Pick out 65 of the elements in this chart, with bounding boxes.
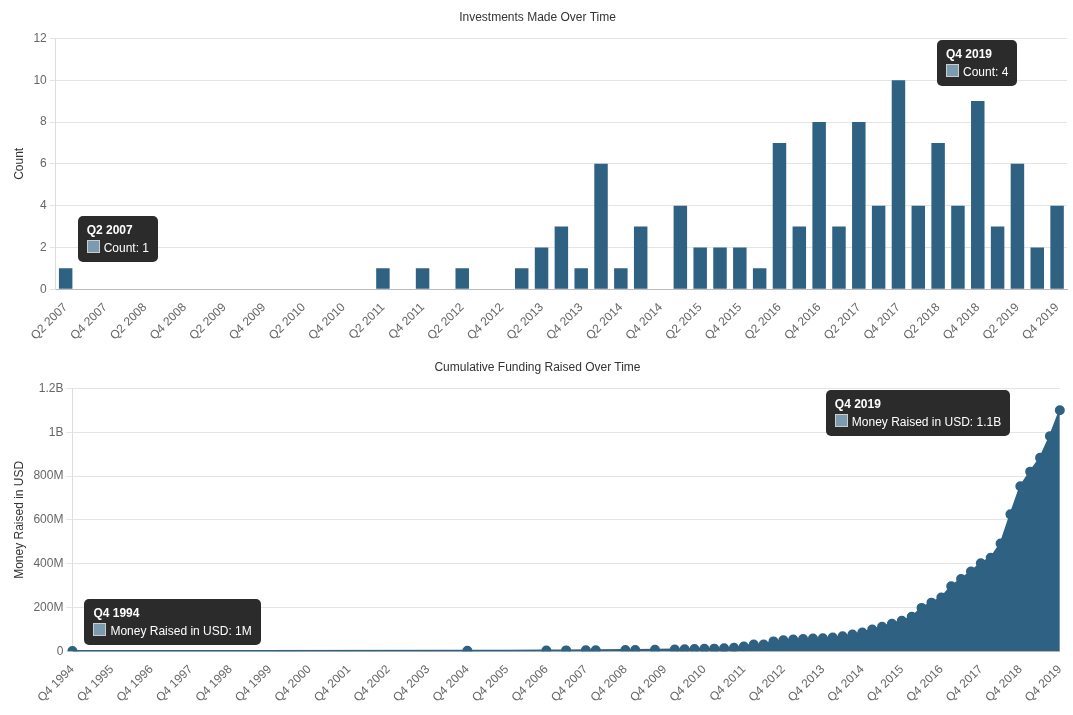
bar <box>931 142 945 289</box>
bar <box>58 268 73 289</box>
point <box>1054 405 1065 416</box>
point <box>728 642 739 652</box>
bar <box>614 268 628 289</box>
bar <box>832 226 846 289</box>
y-axis-title: Money Raised in USD <box>11 460 26 579</box>
annotation: Q4 1994 Money Raised in USD: 1M <box>93 605 252 641</box>
point <box>669 644 680 652</box>
y-tick-label: 600M <box>33 512 64 527</box>
chart-title: Cumulative Funding Raised Over Time <box>434 359 641 374</box>
bar <box>693 247 707 289</box>
bar <box>852 122 866 289</box>
bar <box>713 247 727 289</box>
point <box>649 644 660 652</box>
y-tick-label: 400M <box>33 555 64 570</box>
bar <box>455 268 469 289</box>
point <box>738 641 749 652</box>
point <box>630 644 641 652</box>
y-tick-label: 12 <box>33 30 48 45</box>
bar <box>1050 205 1064 289</box>
y-tick-label: 0 <box>56 643 64 658</box>
annotation: Q4 2019 Money Raised in USD: 1.1B <box>834 396 1002 432</box>
bar <box>376 268 390 289</box>
y-tick-label: 8 <box>40 114 48 129</box>
y-tick-label: 800M <box>33 468 64 483</box>
point <box>699 643 710 652</box>
bar <box>1030 247 1044 289</box>
bar <box>574 268 588 289</box>
bar <box>891 80 906 289</box>
point <box>679 644 690 652</box>
annotation: Q4 2019 Count: 4 <box>946 46 1009 82</box>
bar <box>514 268 529 289</box>
point <box>719 643 730 652</box>
point <box>689 644 700 652</box>
bar <box>792 226 807 289</box>
bar <box>871 205 886 289</box>
y-tick-label: 10 <box>33 72 48 87</box>
bar <box>1010 163 1025 289</box>
y-tick-label: 200M <box>33 599 64 614</box>
bar <box>971 101 985 289</box>
y-tick-label: 1B <box>48 424 64 439</box>
bar <box>990 226 1005 289</box>
bar <box>673 205 688 289</box>
y-tick-label: 0 <box>40 281 48 296</box>
annotation: Q2 2007 Count: 1 <box>86 222 150 258</box>
bar <box>534 247 549 289</box>
point <box>709 643 720 652</box>
y-tick-label: 6 <box>40 156 48 171</box>
y-tick-label: 2 <box>40 239 48 254</box>
bar <box>415 268 430 289</box>
point <box>620 644 631 652</box>
bar <box>633 226 648 289</box>
y-tick-label: 4 <box>40 197 48 212</box>
y-tick-label: 1.2B <box>38 380 64 395</box>
y-axis-title: Count <box>11 147 26 180</box>
bar <box>554 226 569 289</box>
chart-title: Investments Made Over Time <box>459 9 617 24</box>
bar <box>594 163 608 289</box>
bar <box>812 122 826 289</box>
bar <box>911 205 926 289</box>
bar <box>752 268 767 289</box>
bar <box>951 205 965 289</box>
bar <box>772 142 787 289</box>
bar <box>733 247 747 289</box>
